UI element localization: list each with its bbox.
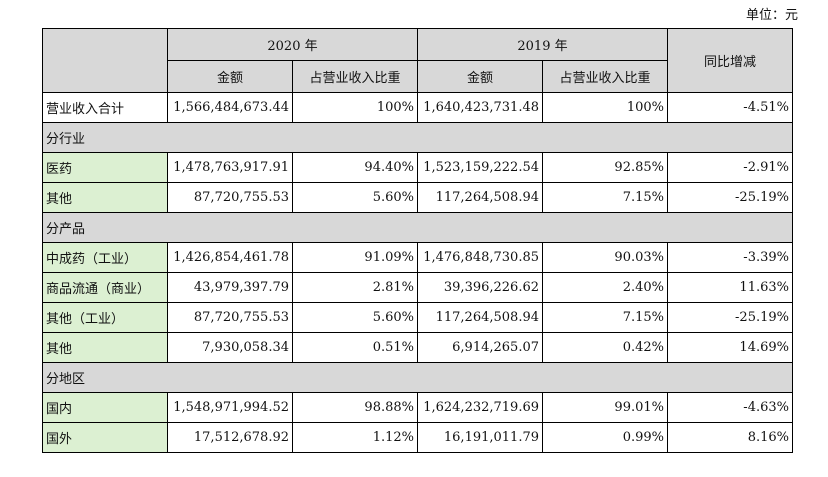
row-other-industrial: 其他（工业） 87,720,755.53 5.60% 117,264,508.9… — [42, 302, 793, 333]
unit-label: 单位：元 — [745, 8, 798, 23]
year-2020-header: 2020 年 — [167, 28, 418, 61]
row-label: 其他 — [42, 332, 168, 363]
year-2019-header: 2019 年 — [417, 28, 668, 61]
share-2020: 5.60% — [292, 302, 418, 333]
amount-2019: 1,640,423,731.48 — [417, 92, 543, 123]
share-2020: 91.09% — [292, 242, 418, 273]
share-2020: 0.51% — [292, 332, 418, 363]
share-2019: 99.01% — [542, 392, 668, 423]
share-2020-header: 占营业收入比重 — [292, 60, 418, 93]
yoy-change: 11.63% — [667, 272, 793, 303]
amount-2019: 6,914,265.07 — [417, 332, 543, 363]
share-2020: 94.40% — [292, 152, 418, 183]
amount-2019: 1,624,232,719.69 — [417, 392, 543, 423]
yoy-change: 14.69% — [667, 332, 793, 363]
row-domestic: 国内 1,548,971,994.52 98.88% 1,624,232,719… — [42, 392, 793, 423]
section-region: 分地区 — [42, 362, 793, 393]
amount-2019: 1,476,848,730.85 — [417, 242, 543, 273]
row-label: 医药 — [42, 152, 168, 183]
amount-2019: 16,191,011.79 — [417, 422, 543, 453]
share-2020: 5.60% — [292, 182, 418, 213]
row-label: 中成药（工业） — [42, 242, 168, 273]
yoy-change: -25.19% — [667, 182, 793, 213]
amount-2020: 1,548,971,994.52 — [167, 392, 293, 423]
row-medicine: 医药 1,478,763,917.91 94.40% 1,523,159,222… — [42, 152, 793, 183]
amount-2020: 1,478,763,917.91 — [167, 152, 293, 183]
yoy-change: 8.16% — [667, 422, 793, 453]
corner-header — [42, 28, 168, 93]
share-2019: 90.03% — [542, 242, 668, 273]
amount-2019-header: 金额 — [417, 60, 543, 93]
row-label: 营业收入合计 — [42, 92, 168, 123]
section-industry: 分行业 — [42, 122, 793, 153]
row-overseas: 国外 17,512,678.92 1.12% 16,191,011.79 0.9… — [42, 422, 793, 453]
amount-2020: 7,930,058.34 — [167, 332, 293, 363]
share-2019: 0.42% — [542, 332, 668, 363]
yoy-change: -2.91% — [667, 152, 793, 183]
share-2019: 7.15% — [542, 302, 668, 333]
share-2019: 2.40% — [542, 272, 668, 303]
row-commerce: 商品流通（商业） 43,979,397.79 2.81% 39,396,226.… — [42, 272, 793, 303]
section-label: 分产品 — [42, 212, 793, 243]
amount-2019: 117,264,508.94 — [417, 302, 543, 333]
share-2020: 100% — [292, 92, 418, 123]
share-2020: 98.88% — [292, 392, 418, 423]
amount-2020-header: 金额 — [167, 60, 293, 93]
share-2020: 2.81% — [292, 272, 418, 303]
revenue-table: 2020 年 2019 年 同比增减 金额 占营业收入比重 金额 占营业收入比重… — [42, 28, 793, 453]
row-label: 国外 — [42, 422, 168, 453]
amount-2020: 87,720,755.53 — [167, 182, 293, 213]
amount-2019: 117,264,508.94 — [417, 182, 543, 213]
row-tcm: 中成药（工业） 1,426,854,461.78 91.09% 1,476,84… — [42, 242, 793, 273]
section-label: 分地区 — [42, 362, 793, 393]
amount-2020: 17,512,678.92 — [167, 422, 293, 453]
section-product: 分产品 — [42, 212, 793, 243]
row-other-industry: 其他 87,720,755.53 5.60% 117,264,508.94 7.… — [42, 182, 793, 213]
amount-2019: 39,396,226.62 — [417, 272, 543, 303]
share-2020: 1.12% — [292, 422, 418, 453]
amount-2019: 1,523,159,222.54 — [417, 152, 543, 183]
yoy-change: -25.19% — [667, 302, 793, 333]
share-2019-header: 占营业收入比重 — [542, 60, 668, 93]
row-label: 商品流通（商业） — [42, 272, 168, 303]
amount-2020: 87,720,755.53 — [167, 302, 293, 333]
amount-2020: 1,426,854,461.78 — [167, 242, 293, 273]
yoy-change: -4.63% — [667, 392, 793, 423]
yoy-change: -4.51% — [667, 92, 793, 123]
share-2019: 100% — [542, 92, 668, 123]
share-2019: 92.85% — [542, 152, 668, 183]
share-2019: 0.99% — [542, 422, 668, 453]
row-total: 营业收入合计 1,566,484,673.44 100% 1,640,423,7… — [42, 92, 793, 123]
yoy-header: 同比增减 — [667, 28, 793, 93]
row-label: 其他 — [42, 182, 168, 213]
row-label: 其他（工业） — [42, 302, 168, 333]
yoy-change: -3.39% — [667, 242, 793, 273]
section-label: 分行业 — [42, 122, 793, 153]
row-label: 国内 — [42, 392, 168, 423]
share-2019: 7.15% — [542, 182, 668, 213]
amount-2020: 1,566,484,673.44 — [167, 92, 293, 123]
row-other-product: 其他 7,930,058.34 0.51% 6,914,265.07 0.42%… — [42, 332, 793, 363]
amount-2020: 43,979,397.79 — [167, 272, 293, 303]
